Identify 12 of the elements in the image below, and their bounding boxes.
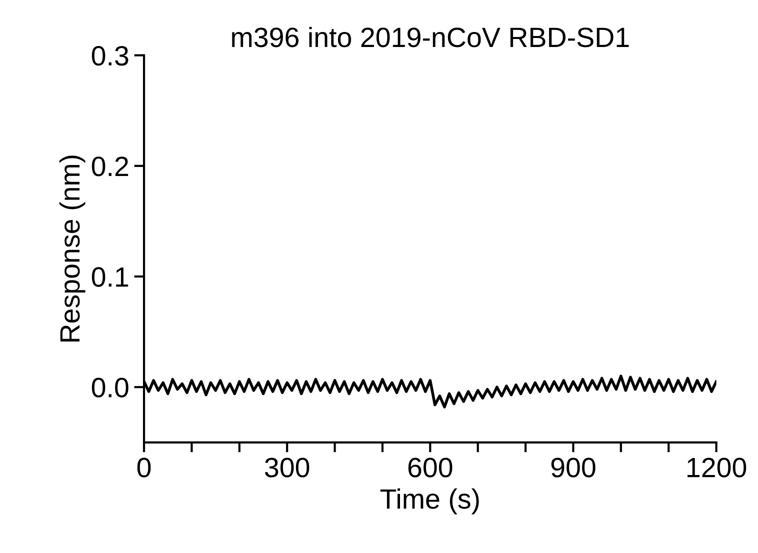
- y-tick-label: 0.3: [92, 46, 128, 66]
- chart-title: m396 into 2019-nCoV RBD-SD1: [232, 26, 629, 48]
- y-tick-label: 0.1: [92, 267, 128, 287]
- x-tick-label: 1200: [688, 458, 746, 478]
- y-tick-label: 0.2: [92, 156, 128, 176]
- x-axis-title: Time (s): [380, 488, 479, 514]
- y-axis-title: Response (nm): [59, 156, 86, 342]
- y-tick-label: 0.0: [92, 378, 128, 398]
- x-tick-label: 300: [264, 458, 310, 478]
- x-tick-label: 0: [137, 458, 151, 478]
- x-tick-label: 900: [551, 458, 596, 478]
- x-tick-label: 600: [408, 458, 452, 478]
